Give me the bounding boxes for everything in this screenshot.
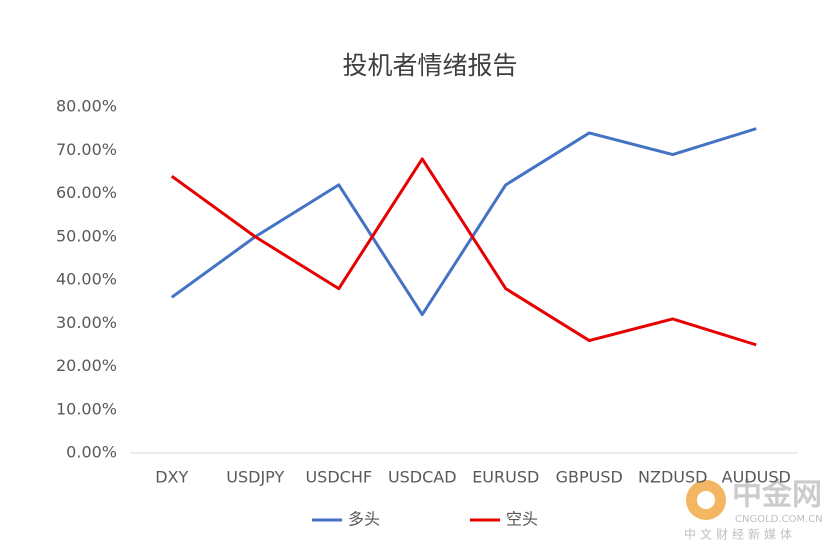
series-line (170, 127, 757, 317)
watermark: 中金网 CNGOLD.COM.CN 中文财经新媒体 (684, 478, 823, 542)
x-tick-label: AUDUSD (722, 468, 791, 487)
x-tick-label: USDCAD (388, 468, 457, 487)
y-tick-label: 20.00% (56, 356, 117, 375)
watermark-slogan: 中文财经新媒体 (684, 527, 796, 542)
y-tick-label: 30.00% (56, 313, 117, 332)
watermark-brand: 中金网 (732, 478, 822, 513)
y-tick-label: 0.00% (66, 443, 117, 462)
watermark-logo (697, 491, 715, 509)
x-tick-label: DXY (155, 468, 188, 487)
legend-label: 多头 (348, 510, 380, 529)
y-tick-label: 60.00% (56, 183, 117, 202)
legend-label: 空头 (506, 510, 538, 529)
x-tick-label: USDCHF (305, 468, 372, 487)
y-tick-label: 10.00% (56, 399, 117, 418)
y-tick-label: 70.00% (56, 140, 117, 159)
series-line (170, 157, 757, 347)
chart-title: 投机者情绪报告 (342, 51, 517, 80)
x-tick-label: EURUSD (472, 468, 539, 487)
watermark-domain: CNGOLD.COM.CN (735, 514, 823, 525)
y-tick-label: 40.00% (56, 270, 117, 289)
x-tick-label: USDJPY (226, 468, 284, 487)
x-tick-label: NZDUSD (638, 468, 707, 487)
y-tick-label: 80.00% (56, 97, 117, 116)
x-tick-label: GBPUSD (556, 468, 623, 487)
y-tick-label: 50.00% (56, 226, 117, 245)
